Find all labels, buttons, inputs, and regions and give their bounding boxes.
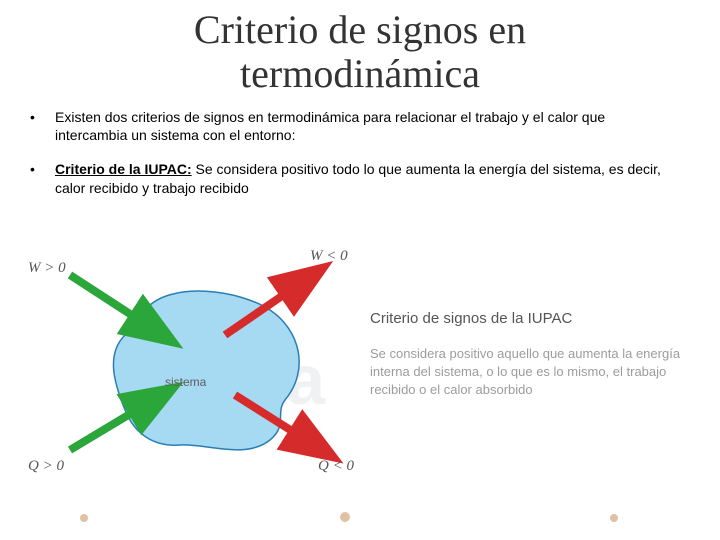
bullet-marker: • [30,108,55,126]
side-body: Se considera positivo aquello que aument… [370,345,690,400]
system-blob [110,285,310,455]
decor-dot [80,514,88,522]
side-title: Criterio de signos de la IUPAC [370,310,572,327]
title-line-2: termodinámica [240,51,480,96]
bullet-text: Criterio de la IUPAC: Se considera posit… [55,160,680,196]
bullet-item: • Criterio de la IUPAC: Se considera pos… [30,160,680,196]
decor-dot [610,514,618,522]
label-sistema: sistema [165,375,206,389]
title-line-1: Criterio de signos en [194,7,526,52]
label-w-in: W > 0 [28,260,66,277]
label-w-out: W < 0 [310,248,348,265]
label-q-in: Q > 0 [28,458,64,475]
bullet-bold: Criterio de la IUPAC: [55,161,192,177]
iupac-diagram: sica W > 0 W < 0 Q > 0 Q < 0 sistema Cri… [0,240,720,530]
label-q-out: Q < 0 [318,458,354,475]
decor-dot [340,512,350,522]
bullet-item: • Existen dos criterios de signos en ter… [30,108,680,144]
page-title: Criterio de signos en termodinámica [0,0,720,108]
bullet-list: • Existen dos criterios de signos en ter… [0,108,720,197]
bullet-marker: • [30,160,55,178]
bullet-text: Existen dos criterios de signos en termo… [55,108,680,144]
